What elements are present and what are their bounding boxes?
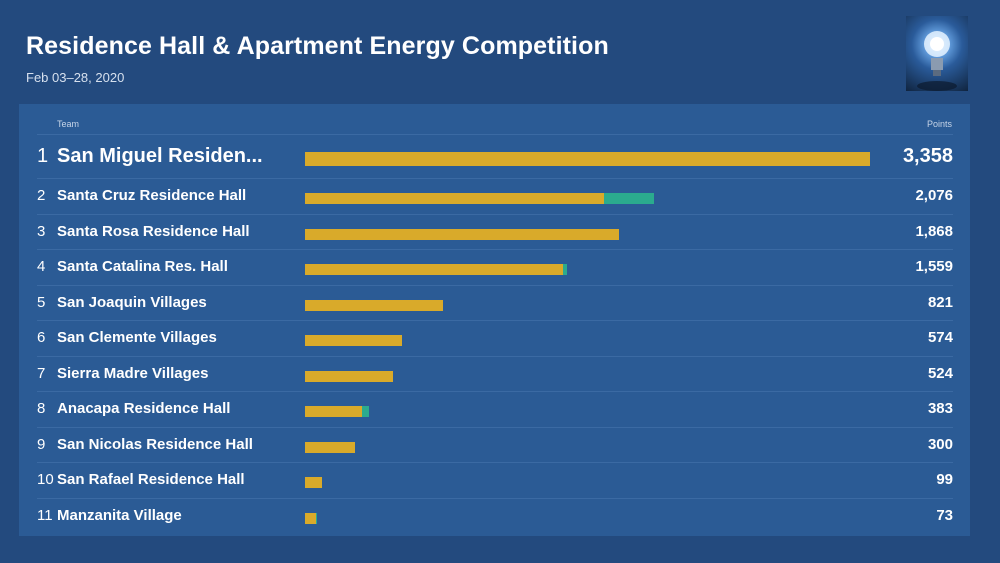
- table-row: 8 Anacapa Residence Hall 383: [37, 391, 953, 427]
- table-row: 5 San Joaquin Villages 821: [37, 284, 953, 321]
- date-range: Feb 03–28, 2020: [26, 70, 125, 85]
- bar-segment-secondary: [362, 406, 370, 418]
- table-row: 10 San Rafael Residence Hall 99: [37, 462, 953, 498]
- bar-segment-primary: [305, 512, 317, 524]
- points-bar: [305, 335, 402, 347]
- table-row: 7 Sierra Madre Villages 524: [37, 355, 953, 392]
- points-bar: [305, 152, 870, 166]
- team-name: Sierra Madre Villages: [57, 364, 209, 382]
- rank-label: 7: [37, 364, 46, 382]
- points-value: 300: [927, 435, 953, 453]
- team-name: Santa Catalina Res. Hall: [57, 258, 228, 275]
- rank-label: 3: [37, 222, 46, 240]
- bar-segment-secondary: [562, 264, 568, 276]
- points-bar: [305, 512, 318, 524]
- points-value: 1,868: [915, 222, 953, 240]
- points-value: 1,559: [915, 258, 953, 275]
- team-name: San Rafael Residence Hall: [57, 471, 245, 488]
- team-column-header: Team: [57, 119, 80, 129]
- team-name: Manzanita Village: [57, 506, 182, 524]
- points-bar: [305, 299, 444, 311]
- table-row: 11 Manzanita Village 73: [37, 497, 953, 534]
- team-name: Santa Cruz Residence Hall: [57, 187, 247, 204]
- table-row: 1 San Miguel Residen... 3,358: [37, 134, 953, 178]
- points-value: 99: [936, 471, 953, 488]
- points-value: 821: [927, 293, 953, 311]
- rank-label: 6: [37, 329, 46, 346]
- bar-segment-primary: [305, 228, 620, 240]
- bar-segment-primary: [305, 193, 605, 205]
- points-value: 574: [927, 329, 953, 346]
- bar-segment-primary: [305, 299, 444, 311]
- lightbulb-logo: [906, 16, 968, 91]
- points-value: 73: [936, 506, 953, 524]
- points-bar: [305, 370, 394, 382]
- lightbulb-icon: [917, 31, 957, 91]
- points-bar: [305, 264, 568, 276]
- bar-segment-primary: [305, 477, 322, 489]
- bar-segment-secondary: [316, 512, 318, 524]
- table-row: 6 San Clemente Villages 574: [37, 320, 953, 356]
- points-value: 383: [927, 400, 953, 417]
- table-header: Team Points: [19, 104, 970, 134]
- rank-label: 10: [37, 471, 54, 488]
- points-bar: [305, 477, 322, 489]
- rank-label: 1: [37, 145, 49, 167]
- team-name: Santa Rosa Residence Hall: [57, 222, 250, 240]
- table-row: 9 San Nicolas Residence Hall 300: [37, 426, 953, 463]
- rank-label: 2: [37, 187, 46, 204]
- rank-label: 9: [37, 435, 46, 453]
- points-bar: [305, 406, 370, 418]
- leaderboard-panel: Team Points 1 San Miguel Residen... 3,358 2…: [19, 104, 970, 536]
- bar-segment-primary: [305, 152, 870, 166]
- bar-segment-secondary: [604, 193, 655, 205]
- rank-label: 4: [37, 258, 46, 275]
- points-bar: [305, 441, 356, 453]
- page-title: Residence Hall & Apartment Energy Compet…: [26, 32, 609, 60]
- bar-segment-primary: [305, 264, 563, 276]
- bar-segment-primary: [305, 370, 394, 382]
- team-name: Anacapa Residence Hall: [57, 400, 231, 417]
- team-name: San Joaquin Villages: [57, 293, 207, 311]
- table-row: 2 Santa Cruz Residence Hall 2,076: [37, 178, 953, 214]
- points-value: 3,358: [902, 145, 953, 167]
- bar-segment-primary: [305, 406, 363, 418]
- points-bar: [305, 193, 655, 205]
- team-name: San Miguel Residen...: [57, 145, 263, 167]
- points-value: 524: [927, 364, 953, 382]
- bar-segment-primary: [305, 441, 356, 453]
- bar-segment-primary: [305, 335, 402, 347]
- rank-label: 8: [37, 400, 46, 417]
- rank-label: 11: [37, 506, 53, 524]
- points-bar: [305, 228, 620, 240]
- points-value: 2,076: [915, 187, 953, 204]
- team-name: San Nicolas Residence Hall: [57, 435, 253, 453]
- table-row: 4 Santa Catalina Res. Hall 1,559: [37, 249, 953, 285]
- table-row: 3 Santa Rosa Residence Hall 1,868: [37, 213, 953, 250]
- team-name: San Clemente Villages: [57, 329, 217, 346]
- rank-label: 5: [37, 293, 46, 311]
- points-column-header: Points: [926, 119, 952, 129]
- header: Residence Hall & Apartment Energy Compet…: [26, 32, 609, 85]
